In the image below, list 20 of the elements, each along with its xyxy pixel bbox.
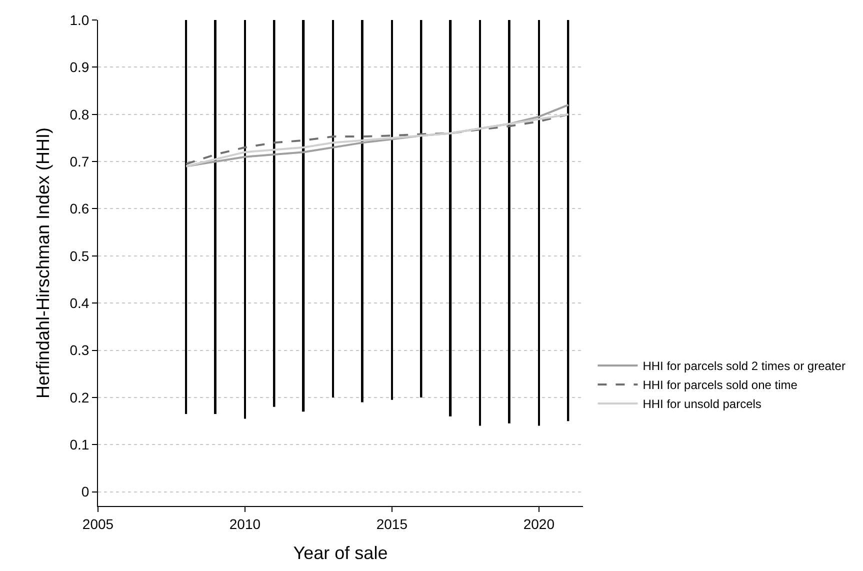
- x-axis-title: Year of sale: [293, 542, 388, 563]
- y-tick-label: 0.1: [70, 436, 90, 453]
- y-tick-label: 0: [81, 484, 90, 500]
- y-tick-label: 0.7: [70, 153, 90, 170]
- y-tick-label: 1.0: [70, 12, 90, 28]
- x-tick-label: 2015: [376, 516, 408, 532]
- x-tick-label: 2005: [82, 516, 114, 532]
- legend-label: HHI for parcels sold 2 times or greater: [642, 359, 846, 374]
- y-tick-label: 0.6: [70, 200, 90, 217]
- y-tick-label: 0.2: [70, 389, 90, 406]
- x-tick-label: 2020: [523, 516, 555, 532]
- y-tick-label: 0.5: [70, 248, 90, 264]
- y-axis-title: Herfindahl-Hirschman Index (HHI): [32, 127, 53, 399]
- y-tick-label: 0.9: [70, 59, 90, 76]
- legend-label: HHI for unsold parcels: [642, 397, 762, 412]
- y-tick-label: 0.3: [70, 342, 90, 358]
- y-tick-label: 0.4: [70, 295, 90, 312]
- x-tick-label: 2010: [229, 516, 261, 532]
- legend-label: HHI for parcels sold one time: [642, 378, 798, 392]
- y-tick-label: 0.8: [70, 106, 90, 122]
